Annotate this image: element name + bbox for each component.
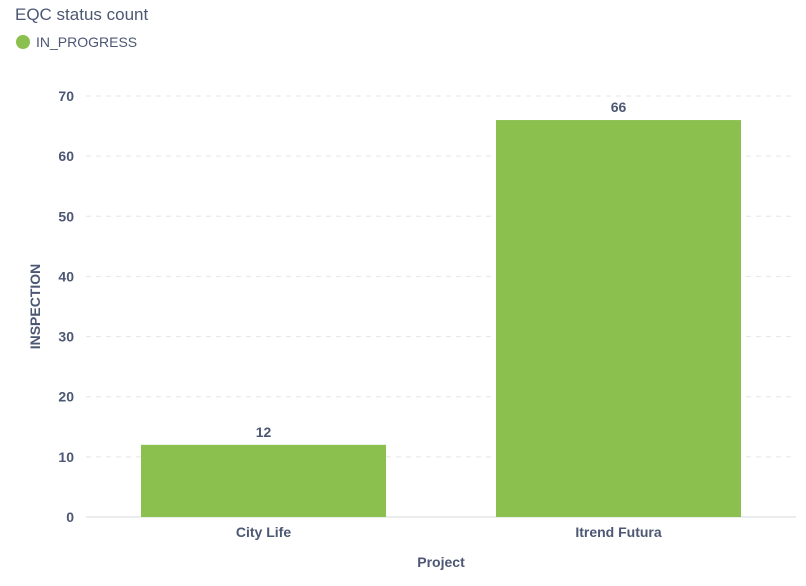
data-label: 12 (256, 424, 272, 440)
y-tick-label: 30 (58, 329, 74, 345)
legend[interactable]: IN_PROGRESS (16, 34, 137, 50)
y-tick-label: 70 (58, 88, 74, 104)
x-tick-label: City Life (236, 524, 291, 540)
bar (141, 444, 386, 517)
bar (496, 120, 741, 518)
legend-label: IN_PROGRESS (36, 34, 138, 50)
y-axis-title: INSPECTION (27, 264, 43, 350)
y-tick-label: 20 (58, 389, 74, 405)
y-tick-label: 0 (66, 509, 74, 525)
y-tick-label: 10 (58, 449, 74, 465)
y-tick-label: 60 (58, 148, 74, 164)
y-tick-label: 50 (58, 208, 74, 224)
y-tick-label: 40 (58, 268, 74, 284)
data-label: 66 (611, 99, 627, 115)
legend-dot-icon (16, 35, 30, 49)
x-axis-title: Project (417, 554, 465, 570)
chart-title: EQC status count (15, 5, 149, 24)
x-tick-label: Itrend Futura (575, 524, 662, 540)
